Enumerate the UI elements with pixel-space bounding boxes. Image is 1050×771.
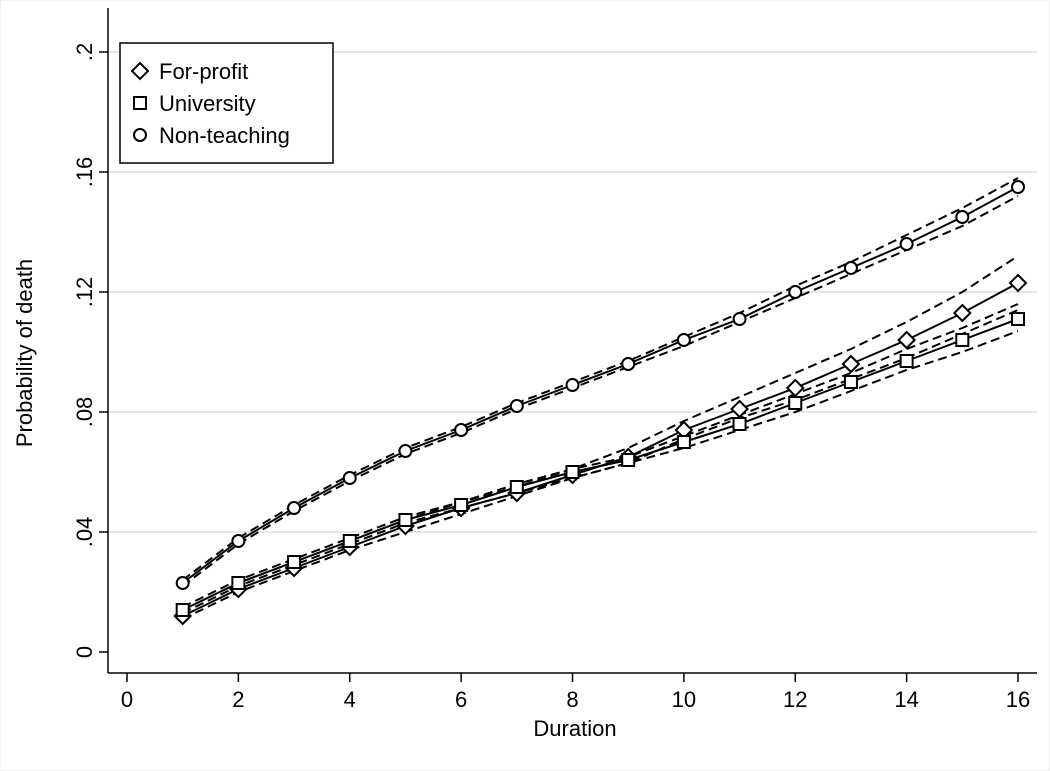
non-teaching-ci-upper-line [182,177,1019,581]
non-teaching-data-point [565,378,580,392]
x-tick-label: 6 [455,687,467,712]
for-profit-data-point [785,378,805,398]
university-legend-marker [133,96,147,110]
university-data-point [454,498,469,512]
university-ci-upper-line [182,303,1019,608]
legend-label-non-teaching: Non-teaching [159,123,290,148]
non-teaching-ci-lower-line [182,195,1019,587]
non-teaching-data-point [175,576,190,590]
non-teaching-series-line [182,186,1019,584]
non-teaching-data-point [788,285,803,299]
non-teaching-data-point [843,261,858,275]
for-profit-legend-marker [130,61,150,81]
for-profit-data-point [841,354,861,374]
x-axis-label: Duration [533,716,616,741]
university-data-point [843,375,858,389]
non-teaching-data-point [287,501,302,515]
university-data-point [565,465,580,479]
for-profit-data-point [1008,273,1028,293]
non-teaching-data-point [509,399,524,413]
university-data-point [342,534,357,548]
y-tick-label: 0 [72,646,97,658]
university-data-point [398,513,413,527]
non-teaching-data-point [454,423,469,437]
non-teaching-data-point [621,357,636,371]
non-teaching-data-point [342,471,357,485]
x-tick-label: 14 [894,687,918,712]
for-profit-data-point [897,330,917,350]
x-tick-label: 10 [672,687,696,712]
for-profit-ci-lower-line [182,309,1019,620]
axes-layer: Probability of death Duration 0 .04 .08 .12… [12,8,1037,741]
university-data-point [899,354,914,368]
university-series-line [182,318,1019,611]
for-profit-ci-upper-line [182,255,1019,611]
non-teaching-data-point [732,312,747,326]
non-teaching-data-point [676,333,691,347]
university-data-point [732,417,747,431]
x-tick-label: 16 [1006,687,1030,712]
x-tick-label: 0 [121,687,133,712]
x-tick-label: 8 [566,687,578,712]
series-layer [173,180,1028,626]
x-tick-label: 2 [232,687,244,712]
y-tick-label: .04 [72,517,97,548]
confidence-bands [182,177,1019,620]
non-teaching-data-point [1011,180,1025,194]
legend-label-university: University [159,91,256,116]
university-ci-lower-line [182,330,1019,614]
x-tick-label: 4 [344,687,356,712]
y-tick-label: .08 [72,397,97,428]
non-teaching-data-point [955,210,970,224]
university-data-point [676,435,691,449]
university-data-point [175,603,190,617]
for-profit-series-line [182,282,1019,617]
non-teaching-legend-marker [133,128,147,142]
university-data-point [287,555,302,569]
for-profit-data-point [952,303,972,323]
y-tick-label: .12 [72,277,97,308]
y-axis-label: Probability of death [12,259,37,447]
non-teaching-data-point [231,534,246,548]
x-tick-label: 12 [783,687,807,712]
legend: For-profit University Non-teaching [119,42,334,164]
y-tick-label: .16 [72,157,97,188]
university-data-point [509,480,524,494]
university-data-point [621,453,636,467]
non-teaching-data-point [398,444,413,458]
non-teaching-data-point [899,237,914,251]
university-data-point [1011,312,1025,326]
y-tick-label: .2 [72,43,97,61]
legend-box [119,42,334,164]
for-profit-data-point [730,399,749,419]
university-data-point [231,576,246,590]
legend-label-for-profit: For-profit [159,59,248,84]
university-data-point [955,333,970,347]
university-data-point [788,396,803,410]
